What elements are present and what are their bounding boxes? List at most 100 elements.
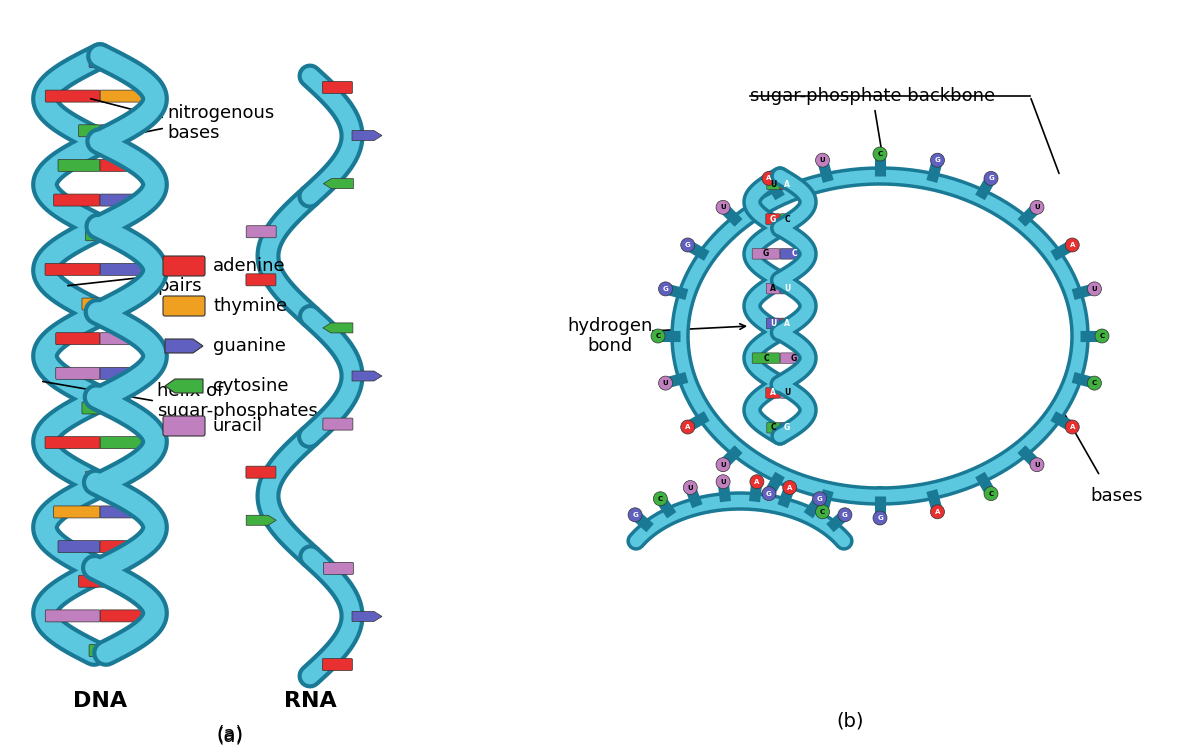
Circle shape	[812, 491, 826, 506]
Text: G: G	[935, 157, 941, 163]
Circle shape	[684, 481, 697, 494]
FancyBboxPatch shape	[766, 284, 779, 294]
FancyBboxPatch shape	[100, 263, 154, 275]
FancyBboxPatch shape	[780, 388, 795, 398]
Circle shape	[930, 153, 944, 167]
Text: G: G	[685, 242, 691, 248]
Polygon shape	[165, 379, 203, 393]
FancyBboxPatch shape	[90, 645, 100, 656]
FancyBboxPatch shape	[246, 466, 276, 479]
Text: A: A	[784, 180, 790, 189]
Circle shape	[716, 475, 730, 488]
FancyBboxPatch shape	[323, 562, 354, 575]
FancyBboxPatch shape	[58, 160, 100, 172]
FancyBboxPatch shape	[100, 610, 154, 622]
FancyBboxPatch shape	[766, 388, 779, 398]
Text: nitrogenous
bases: nitrogenous bases	[167, 104, 275, 142]
Circle shape	[716, 200, 730, 214]
Circle shape	[816, 153, 830, 167]
Circle shape	[762, 487, 776, 500]
Text: A: A	[770, 389, 776, 398]
Text: bases: bases	[1091, 487, 1142, 505]
FancyBboxPatch shape	[766, 179, 779, 190]
Text: U: U	[1034, 462, 1040, 468]
FancyBboxPatch shape	[780, 284, 793, 294]
FancyBboxPatch shape	[100, 471, 114, 483]
FancyBboxPatch shape	[58, 541, 100, 553]
Text: U: U	[770, 319, 776, 328]
Polygon shape	[353, 612, 382, 621]
Text: U: U	[720, 462, 726, 468]
Circle shape	[659, 376, 672, 390]
Circle shape	[1066, 238, 1079, 252]
Text: C: C	[784, 215, 790, 224]
Polygon shape	[353, 131, 382, 141]
FancyBboxPatch shape	[100, 333, 144, 345]
Circle shape	[680, 238, 694, 252]
Text: thymine: thymine	[213, 297, 288, 315]
FancyBboxPatch shape	[45, 610, 100, 622]
FancyBboxPatch shape	[322, 658, 353, 671]
Text: DNA: DNA	[73, 691, 127, 711]
Text: A: A	[766, 175, 772, 181]
Text: U: U	[720, 204, 726, 210]
FancyBboxPatch shape	[100, 367, 144, 380]
Text: C: C	[791, 249, 797, 259]
Circle shape	[651, 329, 665, 343]
Text: A: A	[685, 424, 691, 430]
FancyBboxPatch shape	[163, 416, 205, 436]
Text: A: A	[770, 284, 776, 293]
FancyBboxPatch shape	[53, 506, 100, 518]
Text: G: G	[766, 491, 772, 497]
Circle shape	[659, 282, 672, 296]
FancyBboxPatch shape	[766, 214, 779, 225]
FancyBboxPatch shape	[55, 367, 100, 380]
FancyBboxPatch shape	[100, 575, 121, 587]
FancyBboxPatch shape	[780, 179, 793, 190]
Text: G: G	[784, 423, 790, 432]
FancyBboxPatch shape	[100, 645, 111, 656]
FancyBboxPatch shape	[45, 263, 100, 275]
Circle shape	[680, 420, 694, 434]
Text: sugar-phosphate backbone: sugar-phosphate backbone	[750, 87, 995, 169]
Text: base
pairs: base pairs	[157, 256, 202, 296]
Polygon shape	[165, 339, 203, 353]
Text: guanine: guanine	[213, 337, 285, 355]
Text: U: U	[770, 180, 777, 189]
Text: helix of
sugar-phosphates: helix of sugar-phosphates	[157, 382, 318, 420]
Circle shape	[762, 172, 776, 185]
Circle shape	[872, 147, 887, 161]
FancyBboxPatch shape	[86, 229, 100, 240]
Circle shape	[1066, 420, 1079, 434]
Text: C: C	[656, 333, 660, 339]
Text: C: C	[658, 496, 663, 502]
Circle shape	[628, 508, 643, 522]
Text: G: G	[791, 354, 797, 363]
FancyBboxPatch shape	[83, 298, 100, 310]
FancyBboxPatch shape	[752, 353, 779, 364]
Circle shape	[750, 475, 764, 488]
FancyBboxPatch shape	[246, 226, 276, 237]
FancyBboxPatch shape	[780, 318, 793, 329]
Text: G: G	[663, 286, 668, 292]
FancyBboxPatch shape	[45, 90, 100, 102]
Text: C: C	[819, 509, 825, 515]
Text: RNA: RNA	[284, 691, 336, 711]
FancyBboxPatch shape	[100, 194, 146, 206]
FancyBboxPatch shape	[100, 125, 121, 137]
Text: A: A	[935, 509, 940, 515]
Text: C: C	[877, 151, 883, 157]
FancyBboxPatch shape	[79, 125, 100, 137]
FancyBboxPatch shape	[766, 318, 779, 329]
FancyBboxPatch shape	[55, 333, 100, 345]
Text: A: A	[755, 479, 759, 485]
Circle shape	[984, 172, 997, 185]
Polygon shape	[246, 516, 276, 525]
Text: U: U	[784, 389, 790, 398]
Text: U: U	[663, 380, 668, 386]
Circle shape	[930, 505, 944, 519]
FancyBboxPatch shape	[100, 402, 118, 414]
FancyBboxPatch shape	[100, 229, 114, 240]
Text: G: G	[988, 175, 994, 181]
Circle shape	[1030, 457, 1043, 472]
